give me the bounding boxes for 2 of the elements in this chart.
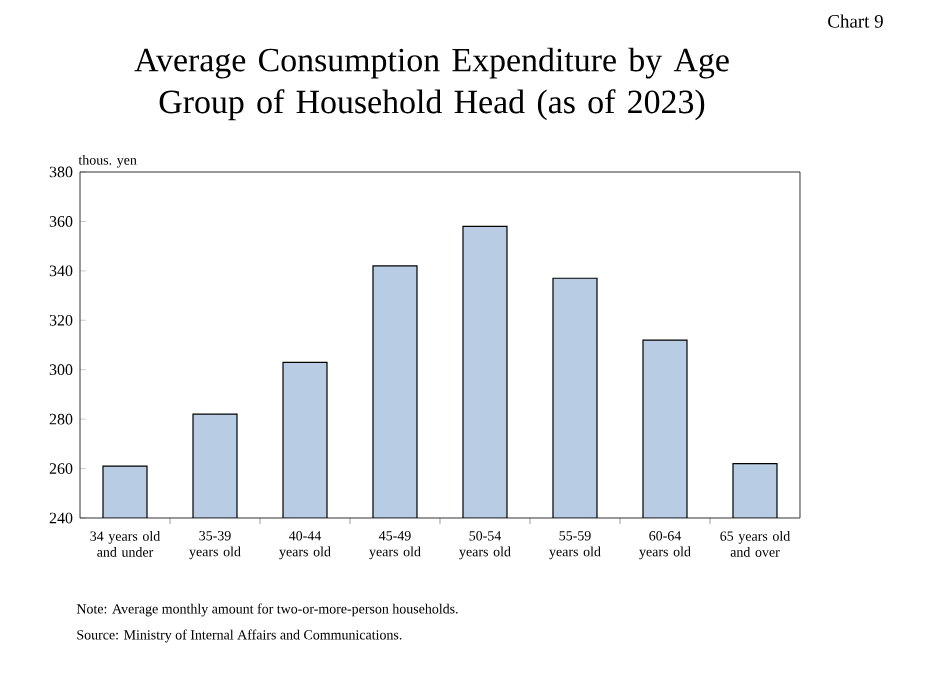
caption: Chart 9	[828, 14, 883, 28]
chart-title: Average Consumption Expenditure by Age Group of Household Head (as of 2023)	[134, 47, 729, 121]
